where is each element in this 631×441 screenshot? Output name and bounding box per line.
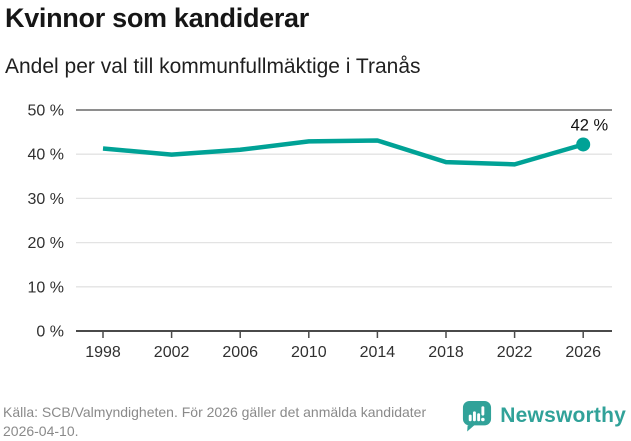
newsworthy-bubble-chart-icon <box>463 400 492 431</box>
y-tick-label: 20 % <box>28 235 64 252</box>
x-tick-label: 2006 <box>222 344 258 361</box>
value-label: 42 % <box>571 116 609 134</box>
line-chart: 0 % 10 % 20 % 30 % 40 % 50 % 1998 2002 2006 2010 2… <box>28 103 612 361</box>
x-tick-label: 2002 <box>154 344 190 361</box>
y-tick-label: 30 % <box>28 191 64 208</box>
x-tick-label: 2022 <box>497 344 533 361</box>
source-note: Källa: SCB/Valmyndigheten. För 2026 gäll… <box>3 404 427 439</box>
y-tick-label: 50 % <box>28 103 64 120</box>
x-tick-label: 1998 <box>85 344 121 361</box>
y-tick-label: 10 % <box>28 279 64 296</box>
data-line <box>102 138 584 167</box>
newsworthy-logo-text: Newsworthy <box>500 404 626 427</box>
y-tick-label: 40 % <box>28 147 64 164</box>
x-tick-label: 2014 <box>360 344 396 361</box>
x-tick-label: 2026 <box>565 344 601 361</box>
y-tick-label: 0 % <box>36 324 64 341</box>
chart-title: Kvinnor som kandiderar <box>5 3 309 33</box>
x-tick-label: 2010 <box>291 344 327 361</box>
x-tick-label: 2018 <box>428 344 464 361</box>
chart-subtitle: Andel per val till kommunfullmäktige i T… <box>5 55 421 78</box>
newsworthy-logo[interactable]: Newsworthy <box>462 399 626 433</box>
end-point-marker <box>576 137 591 152</box>
